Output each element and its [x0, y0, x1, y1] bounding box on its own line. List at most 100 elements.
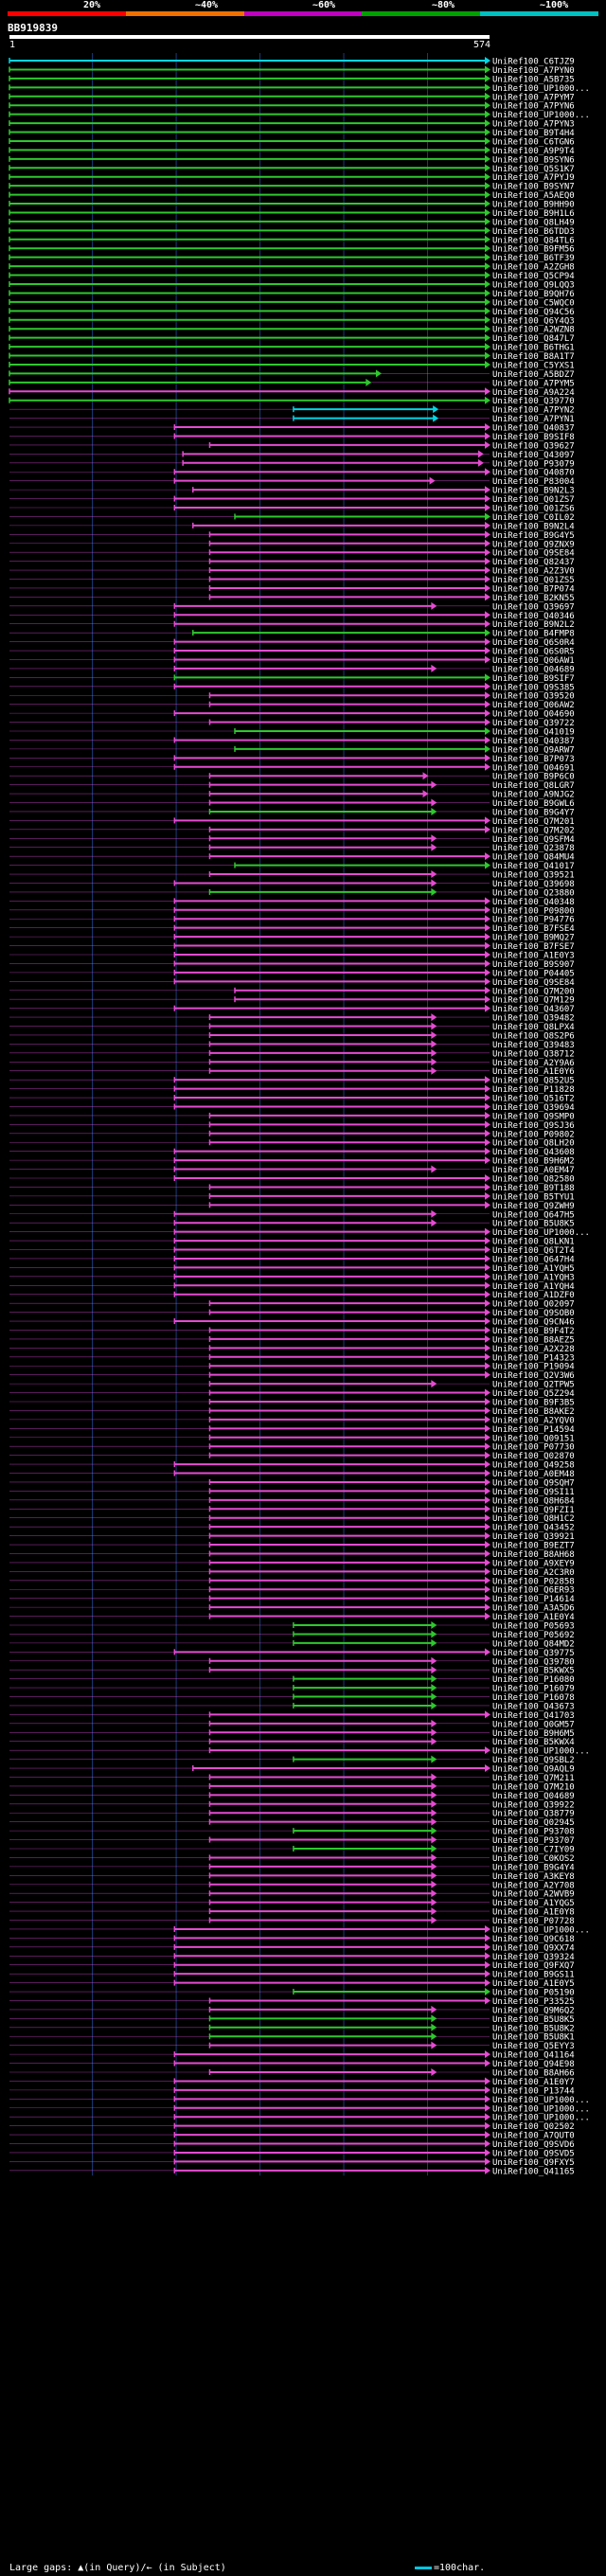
- hit-label[interactable]: UniRef100_P14614: [492, 1595, 575, 1604]
- hit-row[interactable]: UniRef100_Q9FXQ7: [9, 1960, 575, 1972]
- hit-row[interactable]: UniRef100_A9XEY9: [9, 1558, 575, 1569]
- hit-label[interactable]: UniRef100_Q01ZS6: [492, 505, 575, 514]
- hit-row[interactable]: UniRef100_Q7M210: [9, 1781, 575, 1793]
- hit-row[interactable]: UniRef100_Q04690: [9, 709, 575, 720]
- hit-row[interactable]: UniRef100_A2Z3V0: [9, 566, 575, 577]
- hit-row[interactable]: UniRef100_B5U8K2: [9, 2023, 575, 2034]
- hit-row[interactable]: UniRef100_A5AEQ0: [9, 190, 575, 202]
- hit-row[interactable]: UniRef100_B7FSE4: [9, 923, 575, 935]
- hit-label[interactable]: UniRef100_Q09151: [492, 1434, 575, 1443]
- hit-row[interactable]: UniRef100_B9H6M5: [9, 1728, 575, 1739]
- hit-row[interactable]: UniRef100_A7PYM7: [9, 92, 575, 103]
- hit-label[interactable]: UniRef100_B9G4Y5: [492, 531, 575, 541]
- hit-label[interactable]: UniRef100_A1E0Y3: [492, 952, 575, 961]
- hit-label[interactable]: UniRef100_Q6S0R5: [492, 648, 575, 657]
- hit-row[interactable]: UniRef100_Q8LH49: [9, 217, 575, 228]
- hit-label[interactable]: UniRef100_A3A5D6: [492, 1604, 575, 1614]
- hit-label[interactable]: UniRef100_B9EZT7: [492, 1542, 575, 1551]
- hit-label[interactable]: UniRef100_Q01ZS7: [492, 495, 575, 505]
- hit-label[interactable]: UniRef100_Q43607: [492, 1005, 575, 1014]
- hit-row[interactable]: UniRef100_B2KN55: [9, 593, 575, 603]
- hit-row[interactable]: UniRef100_A1YQH4: [9, 1281, 575, 1292]
- hit-row[interactable]: UniRef100_Q9SBL2: [9, 1755, 575, 1766]
- hit-row[interactable]: UniRef100_C7IY09: [9, 1845, 575, 1855]
- hit-row[interactable]: UniRef100_P07730: [9, 1442, 575, 1453]
- hit-row[interactable]: UniRef100_Q84MD2: [9, 1638, 575, 1650]
- hit-row[interactable]: UniRef100_A1E0Y3: [9, 951, 575, 961]
- hit-label[interactable]: UniRef100_Q9FXQ7: [492, 1961, 575, 1971]
- hit-row[interactable]: UniRef100_UP1000...: [9, 1227, 590, 1239]
- hit-label[interactable]: UniRef100_A7PYJ9: [492, 173, 575, 183]
- hit-label[interactable]: UniRef100_A5BDZ7: [492, 370, 575, 380]
- hit-label[interactable]: UniRef100_Q40837: [492, 424, 575, 434]
- hit-row[interactable]: UniRef100_Q38712: [9, 1048, 575, 1060]
- hit-label[interactable]: UniRef100_B8AH66: [492, 2069, 575, 2079]
- hit-row[interactable]: UniRef100_C5WQC0: [9, 297, 575, 309]
- hit-label[interactable]: UniRef100_Q8LPX4: [492, 1023, 575, 1032]
- hit-label[interactable]: UniRef100_A2Y9A6: [492, 1059, 575, 1068]
- hit-row[interactable]: UniRef100_Q41017: [9, 861, 575, 872]
- hit-label[interactable]: UniRef100_P09800: [492, 906, 575, 916]
- hit-label[interactable]: UniRef100_B5U8K1: [492, 2033, 575, 2043]
- hit-row[interactable]: UniRef100_A2X228: [9, 1344, 575, 1354]
- hit-label[interactable]: UniRef100_B7FSE4: [492, 924, 575, 934]
- hit-row[interactable]: UniRef100_B9EZT7: [9, 1541, 575, 1551]
- hit-row[interactable]: UniRef100_Q8LPX4: [9, 1022, 575, 1033]
- hit-row[interactable]: UniRef100_Q847L7: [9, 333, 575, 345]
- hit-row[interactable]: UniRef100_P16078: [9, 1692, 575, 1704]
- hit-label[interactable]: UniRef100_Q84MD2: [492, 1639, 575, 1649]
- hit-row[interactable]: UniRef100_A2C3R0: [9, 1567, 575, 1578]
- hit-label[interactable]: UniRef100_A1YQH4: [492, 1282, 575, 1292]
- hit-row[interactable]: UniRef100_P09802: [9, 1129, 575, 1140]
- hit-row[interactable]: UniRef100_A7PYJ9: [9, 172, 575, 184]
- hit-label[interactable]: UniRef100_A3KEY8: [492, 1872, 575, 1882]
- hit-row[interactable]: UniRef100_Q39780: [9, 1656, 575, 1668]
- hit-row[interactable]: UniRef100_B9SYN6: [9, 154, 575, 166]
- hit-label[interactable]: UniRef100_P13744: [492, 2086, 575, 2096]
- hit-row[interactable]: UniRef100_Q8S2P6: [9, 1030, 575, 1042]
- hit-label[interactable]: UniRef100_Q9C618: [492, 1935, 575, 1944]
- hit-label[interactable]: UniRef100_Q43097: [492, 451, 575, 460]
- hit-label[interactable]: UniRef100_B9SIF7: [492, 674, 575, 684]
- hit-label[interactable]: UniRef100_P07728: [492, 1917, 575, 1926]
- hit-row[interactable]: UniRef100_B5KWX5: [9, 1666, 575, 1676]
- hit-row[interactable]: UniRef100_Q2TPW5: [9, 1380, 575, 1390]
- hit-label[interactable]: UniRef100_Q5EYY3: [492, 2042, 575, 2051]
- hit-row[interactable]: UniRef100_Q7M201: [9, 816, 575, 827]
- hit-row[interactable]: UniRef100_B9MQ27: [9, 933, 575, 943]
- hit-row[interactable]: UniRef100_Q9ZNX9: [9, 539, 575, 550]
- hit-row[interactable]: UniRef100_P93707: [9, 1835, 575, 1847]
- hit-row[interactable]: UniRef100_A7PYN2: [9, 405, 575, 416]
- hit-row[interactable]: UniRef100_UP1000...: [9, 1924, 590, 1936]
- hit-row[interactable]: UniRef100_Q7M129: [9, 995, 575, 1006]
- hit-label[interactable]: UniRef100_A7PYM7: [492, 93, 575, 102]
- hit-row[interactable]: UniRef100_Q5CP94: [9, 271, 575, 282]
- hit-row[interactable]: UniRef100_A7QUT0: [9, 2131, 575, 2141]
- hit-label[interactable]: UniRef100_A5B735: [492, 75, 575, 84]
- hit-row[interactable]: UniRef100_Q39698: [9, 879, 575, 889]
- hit-label[interactable]: UniRef100_A0EM48: [492, 1470, 575, 1479]
- hit-row[interactable]: UniRef100_P07728: [9, 1916, 575, 1927]
- hit-label[interactable]: UniRef100_B8AKE2: [492, 1407, 575, 1417]
- hit-row[interactable]: UniRef100_UP1000...: [9, 2095, 590, 2105]
- hit-label[interactable]: UniRef100_Q647H4: [492, 1255, 575, 1264]
- hit-label[interactable]: UniRef100_Q02097: [492, 1300, 575, 1310]
- hit-row[interactable]: UniRef100_Q9ARW7: [9, 744, 575, 756]
- hit-row[interactable]: UniRef100_A7PYN0: [9, 65, 575, 76]
- hit-row[interactable]: UniRef100_A1YQH3: [9, 1272, 575, 1283]
- hit-label[interactable]: UniRef100_Q38779: [492, 1810, 575, 1819]
- hit-row[interactable]: UniRef100_P02858: [9, 1576, 575, 1587]
- hit-label[interactable]: UniRef100_A1YQH3: [492, 1273, 575, 1282]
- hit-label[interactable]: UniRef100_Q01ZS5: [492, 576, 575, 585]
- hit-row[interactable]: UniRef100_Q49258: [9, 1460, 575, 1471]
- hit-label[interactable]: UniRef100_Q39775: [492, 1649, 575, 1658]
- hit-label[interactable]: UniRef100_A2WVB9: [492, 1890, 575, 1900]
- hit-row[interactable]: UniRef100_Q41703: [9, 1710, 575, 1721]
- hit-label[interactable]: UniRef100_Q84MU4: [492, 853, 575, 863]
- hit-label[interactable]: UniRef100_B6THG1: [492, 344, 575, 353]
- hit-label[interactable]: UniRef100_Q9M6Q2: [492, 2006, 575, 2015]
- hit-label[interactable]: UniRef100_Q9SI11: [492, 1488, 575, 1497]
- hit-row[interactable]: UniRef100_UP1000...: [9, 83, 590, 94]
- hit-label[interactable]: UniRef100_Q9ZWH9: [492, 1202, 575, 1211]
- hit-row[interactable]: UniRef100_B8AH68: [9, 1549, 575, 1560]
